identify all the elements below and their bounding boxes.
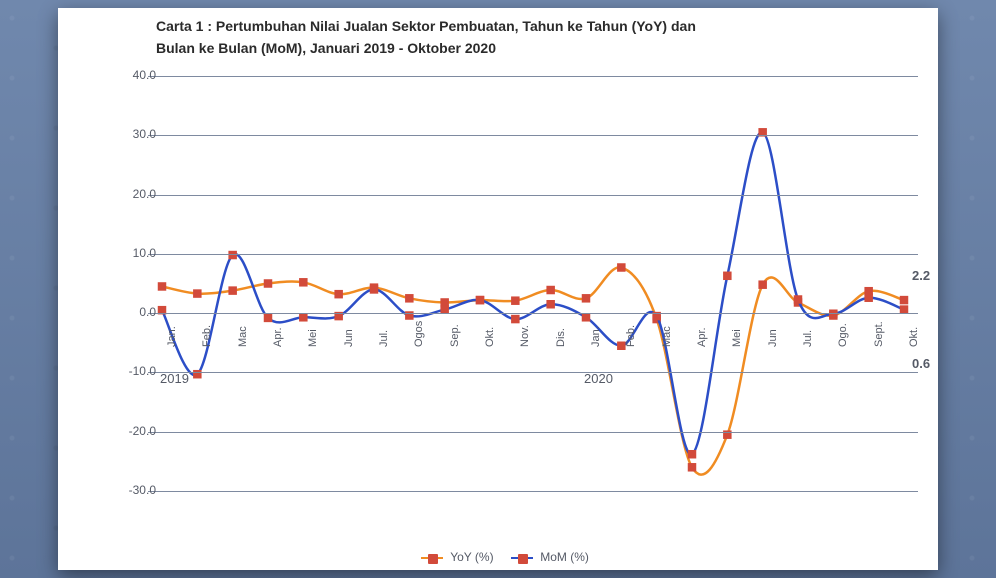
data-marker (265, 314, 272, 321)
legend-swatch-yoy (421, 557, 443, 559)
data-marker (335, 291, 342, 298)
x-tick-label: Jul. (378, 330, 390, 347)
data-marker (406, 295, 413, 302)
data-marker (477, 297, 484, 304)
y-tick-label: 0.0 (100, 305, 156, 319)
data-marker (618, 342, 625, 349)
x-tick-label: Jul. (802, 330, 814, 347)
data-marker (229, 287, 236, 294)
x-tick-label: Mac (237, 326, 249, 347)
gridline (148, 491, 918, 492)
gridline (148, 313, 918, 314)
gridline (148, 195, 918, 196)
data-marker (759, 281, 766, 288)
gridline (148, 135, 918, 136)
data-marker (300, 314, 307, 321)
y-tick-label: 30.0 (100, 127, 156, 141)
gridline (148, 254, 918, 255)
y-tick-label: 40.0 (100, 68, 156, 82)
data-marker (371, 286, 378, 293)
gridline (148, 432, 918, 433)
chart-title-line2: Bulan ke Bulan (MoM), Januari 2019 - Okt… (156, 40, 496, 56)
end-label-mom: 0.6 (912, 356, 930, 371)
x-tick-label: Feb. (625, 325, 637, 347)
data-marker (901, 306, 908, 313)
x-tick-label: Mei (731, 329, 743, 347)
data-marker (512, 316, 519, 323)
y-tick-label: 20.0 (100, 187, 156, 201)
gridline (148, 372, 918, 373)
legend-marker-yoy (428, 554, 438, 564)
chart-title-line1: Carta 1 : Pertumbuhan Nilai Jualan Sekto… (156, 18, 696, 34)
data-marker (547, 301, 554, 308)
data-marker (618, 264, 625, 271)
data-marker (901, 297, 908, 304)
y-tick-label: 10.0 (100, 246, 156, 260)
data-marker (795, 296, 802, 303)
end-label-yoy: 2.2 (912, 268, 930, 283)
data-marker (583, 295, 590, 302)
x-tick-label: Ogos (413, 321, 425, 347)
chart-plot-area (148, 76, 918, 521)
x-tick-label: Sep. (449, 325, 461, 348)
chart-svg (148, 76, 918, 521)
x-tick-label: Ogo. (837, 323, 849, 347)
gridline (148, 76, 918, 77)
series-line-mom (162, 132, 904, 454)
x-tick-label: Mei (307, 329, 319, 347)
data-marker (194, 290, 201, 297)
year-marker: 2020 (584, 371, 613, 386)
y-tick-label: -30.0 (100, 483, 156, 497)
data-marker (159, 283, 166, 290)
y-tick-label: -20.0 (100, 424, 156, 438)
x-tick-label: Dis. (555, 328, 567, 347)
x-tick-label: Mac (661, 326, 673, 347)
legend-label-mom: MoM (%) (540, 550, 589, 564)
data-marker (441, 306, 448, 313)
series-line-yoy (162, 267, 904, 474)
data-marker (583, 314, 590, 321)
x-tick-label: Jan. (590, 326, 602, 347)
chart-legend: YoY (%) MoM (%) (58, 550, 938, 564)
data-marker (441, 299, 448, 306)
legend-swatch-mom (511, 557, 533, 559)
data-marker (724, 272, 731, 279)
x-tick-label: Apr. (696, 328, 708, 348)
data-marker (300, 279, 307, 286)
chart-panel: Carta 1 : Pertumbuhan Nilai Jualan Sekto… (58, 8, 938, 570)
x-tick-label: Okt. (908, 327, 920, 347)
data-marker (512, 297, 519, 304)
legend-label-yoy: YoY (%) (450, 550, 493, 564)
data-marker (865, 294, 872, 301)
x-tick-label: Nov. (519, 325, 531, 347)
year-marker: 2019 (160, 371, 189, 386)
x-tick-label: Feb. (201, 325, 213, 347)
data-marker (689, 464, 696, 471)
data-marker (265, 280, 272, 287)
x-tick-label: Jun (767, 329, 779, 347)
data-marker (689, 451, 696, 458)
legend-marker-mom (518, 554, 528, 564)
x-tick-label: Okt. (484, 327, 496, 347)
y-tick-label: -10.0 (100, 364, 156, 378)
x-tick-label: Apr. (272, 328, 284, 348)
x-tick-label: Sept. (873, 321, 885, 347)
data-marker (229, 252, 236, 259)
x-tick-label: Jan. (166, 326, 178, 347)
x-tick-label: Jun (343, 329, 355, 347)
data-marker (547, 287, 554, 294)
